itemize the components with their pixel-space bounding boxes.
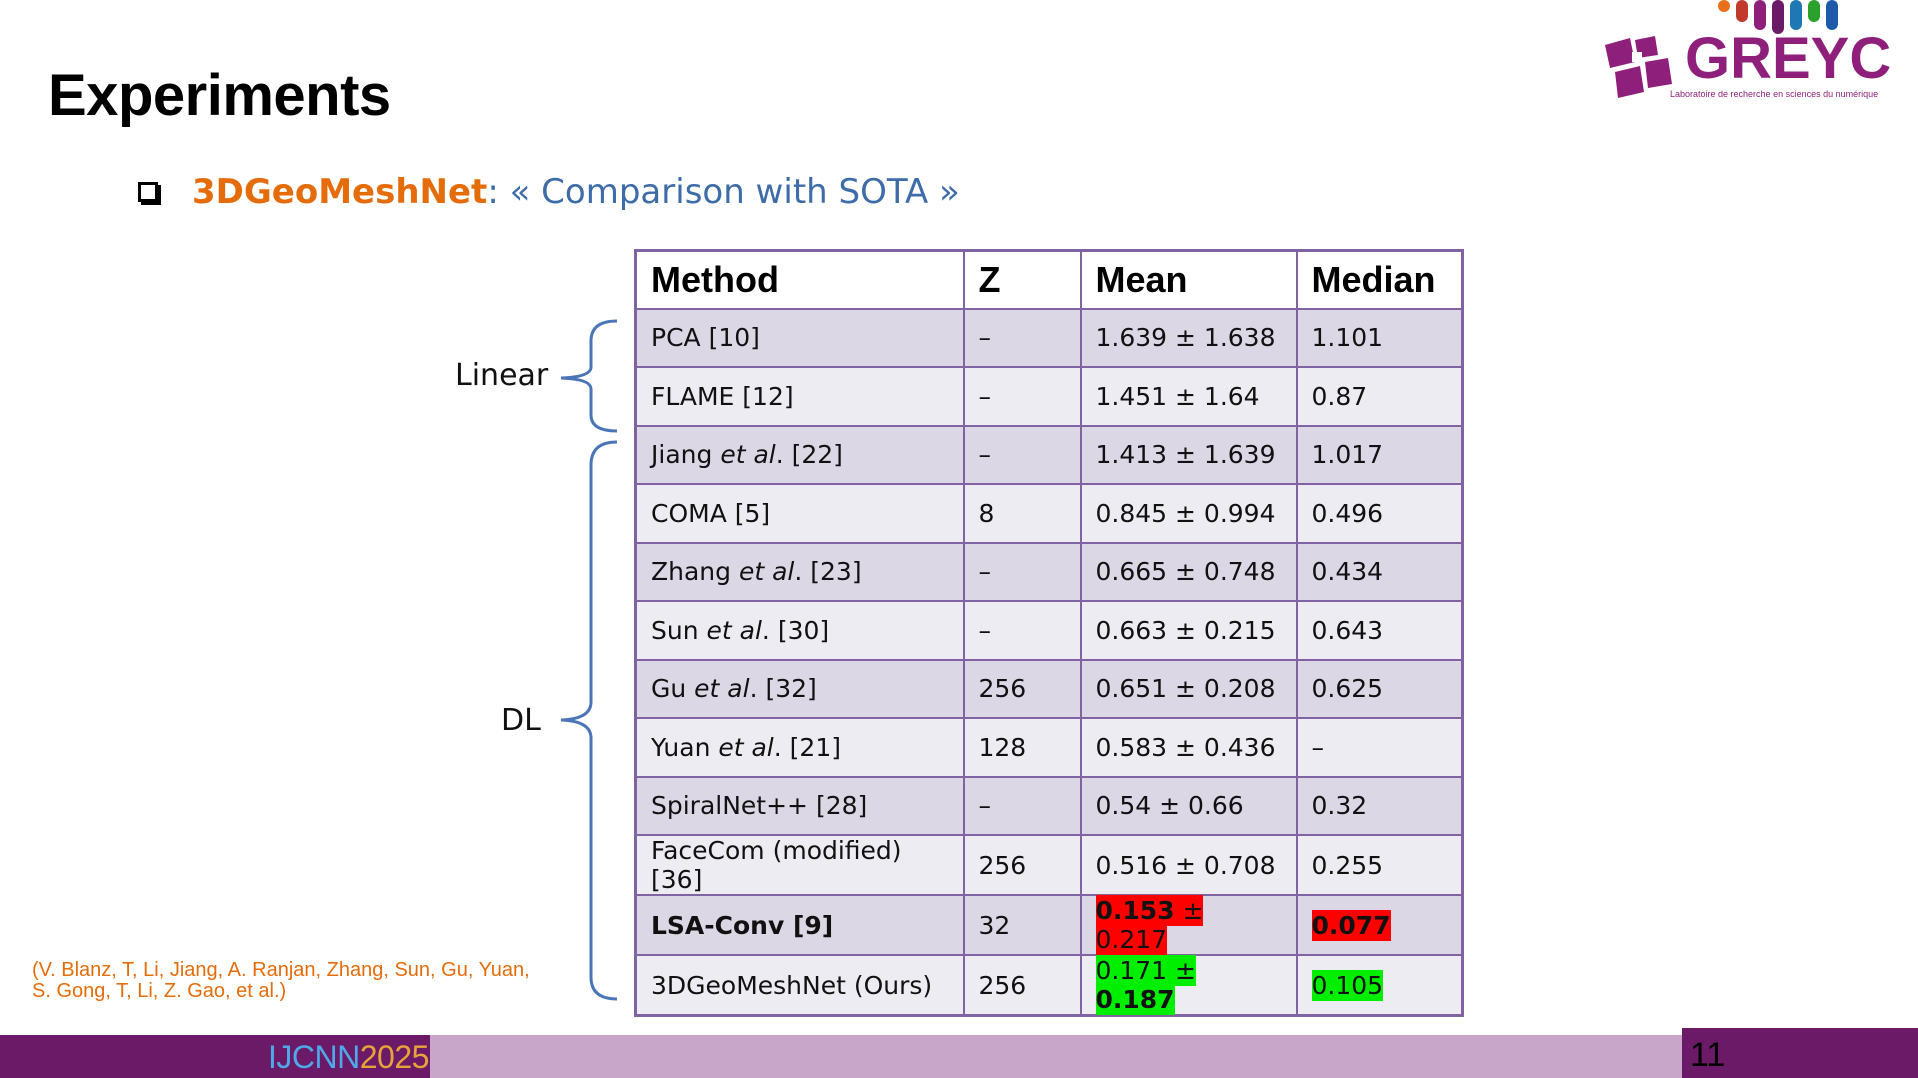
logo-tagline: Laboratoire de recherche en sciences du … [1670, 89, 1878, 99]
page-number-box: 11 [1682, 1028, 1918, 1078]
cell-median: 0.496 [1295, 483, 1464, 544]
cell-median: – [1295, 717, 1464, 778]
cell-median: 0.32 [1295, 775, 1464, 836]
cell-method: FLAME [12] [634, 366, 965, 427]
cell-mean: 0.171 ± 0.187 [1079, 954, 1298, 1017]
header-mean: Mean [1079, 249, 1298, 310]
group-braces [560, 319, 618, 1001]
conference-label: IJCNN2025 [268, 1039, 429, 1075]
cell-mean: 0.665 ± 0.748 [1079, 541, 1298, 602]
cell-mean: 0.663 ± 0.215 [1079, 600, 1298, 661]
greyc-logo: GREYC Laboratoire de recherche en scienc… [1605, 0, 1891, 99]
cell-method: COMA [5] [634, 483, 965, 544]
cell-method: Zhang et al. [23] [634, 541, 965, 602]
cell-method: Yuan et al. [21] [634, 717, 965, 778]
cell-method: Jiang et al. [22] [634, 424, 965, 485]
cell-method: PCA [10] [634, 307, 965, 368]
cell-mean: 0.845 ± 0.994 [1079, 483, 1298, 544]
footer-conference-panel: IJCNN2025 [0, 1035, 430, 1078]
brace-linear [560, 319, 618, 433]
cell-z: 32 [962, 894, 1082, 956]
table-row: Sun et al. [30] – 0.663 ± 0.215 0.643 [634, 600, 1464, 661]
logo-mark [1605, 36, 1672, 98]
cell-z: – [962, 775, 1082, 836]
table-row: Gu et al. [32] 256 0.651 ± 0.208 0.625 [634, 658, 1464, 719]
cell-method: Sun et al. [30] [634, 600, 965, 661]
cell-mean: 0.153 ± 0.217 [1079, 894, 1298, 956]
cell-method: LSA-Conv [9] [634, 894, 965, 956]
logo-bars [1718, 0, 1838, 34]
bullet-model-name: 3DGeoMeshNet [192, 172, 488, 212]
group-label-linear: Linear [455, 358, 549, 393]
header-median: Median [1295, 249, 1464, 310]
table-row: FaceCom (modified) [36] 256 0.516 ± 0.70… [634, 834, 1464, 896]
bullet-heading: 3DGeoMeshNet: « Comparison with SOTA » [138, 170, 960, 214]
cell-mean: 0.583 ± 0.436 [1079, 717, 1298, 778]
cell-mean: 0.54 ± 0.66 [1079, 775, 1298, 836]
cell-z: – [962, 541, 1082, 602]
cell-mean: 0.651 ± 0.208 [1079, 658, 1298, 719]
logo-wordmark: GREYC [1685, 26, 1891, 91]
cell-z: – [962, 600, 1082, 661]
cell-method: 3DGeoMeshNet (Ours) [634, 954, 965, 1017]
table-row: COMA [5] 8 0.845 ± 0.994 0.496 [634, 483, 1464, 544]
header-method: Method [634, 249, 965, 310]
cell-z: 256 [962, 834, 1082, 896]
cell-median: 0.625 [1295, 658, 1464, 719]
cell-z: 128 [962, 717, 1082, 778]
cell-median: 0.434 [1295, 541, 1464, 602]
table-row: LSA-Conv [9] 32 0.153 ± 0.217 0.077 [634, 894, 1464, 956]
cell-mean: 1.413 ± 1.639 [1079, 424, 1298, 485]
cell-mean: 1.639 ± 1.638 [1079, 307, 1298, 368]
cell-z: 8 [962, 483, 1082, 544]
header-z: Z [962, 249, 1082, 310]
footer-bar: IJCNN2025 [0, 1035, 1918, 1078]
cell-median: 0.077 [1295, 894, 1464, 956]
cell-median: 1.101 [1295, 307, 1464, 368]
cell-mean: 1.451 ± 1.64 [1079, 366, 1298, 427]
cell-method: FaceCom (modified) [36] [634, 834, 965, 896]
table-row: Jiang et al. [22] – 1.413 ± 1.639 1.017 [634, 424, 1464, 485]
best-median-highlight: 0.077 [1311, 909, 1391, 941]
cell-z: – [962, 424, 1082, 485]
table-row: PCA [10] – 1.639 ± 1.638 1.101 [634, 307, 1464, 368]
table-row: Zhang et al. [23] – 0.665 ± 0.748 0.434 [634, 541, 1464, 602]
table-row: Yuan et al. [21] 128 0.583 ± 0.436 – [634, 717, 1464, 778]
table-row: SpiralNet++ [28] – 0.54 ± 0.66 0.32 [634, 775, 1464, 836]
table-header-row: Method Z Mean Median [634, 249, 1464, 310]
cell-z: – [962, 307, 1082, 368]
group-label-dl: DL [501, 703, 541, 738]
cell-method: Gu et al. [32] [634, 658, 965, 719]
cell-z: 256 [962, 954, 1082, 1017]
table-row: FLAME [12] – 1.451 ± 1.64 0.87 [634, 366, 1464, 427]
cell-method: SpiralNet++ [28] [634, 775, 965, 836]
cell-median: 1.017 [1295, 424, 1464, 485]
cell-z: – [962, 366, 1082, 427]
references-note: (V. Blanz, T, Li, Jiang, A. Ranjan, Zhan… [32, 959, 530, 1002]
bullet-subtitle: : « Comparison with SOTA » [487, 172, 960, 212]
checkbox-bullet-icon [138, 182, 158, 202]
cell-median: 0.643 [1295, 600, 1464, 661]
table-row: 3DGeoMeshNet (Ours) 256 0.171 ± 0.187 0.… [634, 954, 1464, 1017]
page-number: 11 [1690, 1036, 1726, 1074]
cell-median: 0.105 [1295, 954, 1464, 1017]
cell-mean: 0.516 ± 0.708 [1079, 834, 1298, 896]
slide-title: Experiments [48, 63, 391, 128]
cell-z: 256 [962, 658, 1082, 719]
ours-mean-highlight: 0.171 ± 0.187 [1095, 955, 1196, 1015]
ours-median-highlight: 0.105 [1311, 969, 1384, 1001]
cell-median: 0.255 [1295, 834, 1464, 896]
best-mean-highlight: 0.153 ± 0.217 [1095, 895, 1204, 955]
brace-dl [560, 440, 618, 1001]
cell-median: 0.87 [1295, 366, 1464, 427]
sota-comparison-table: Method Z Mean Median PCA [10] – 1.639 ± … [634, 249, 1464, 1017]
